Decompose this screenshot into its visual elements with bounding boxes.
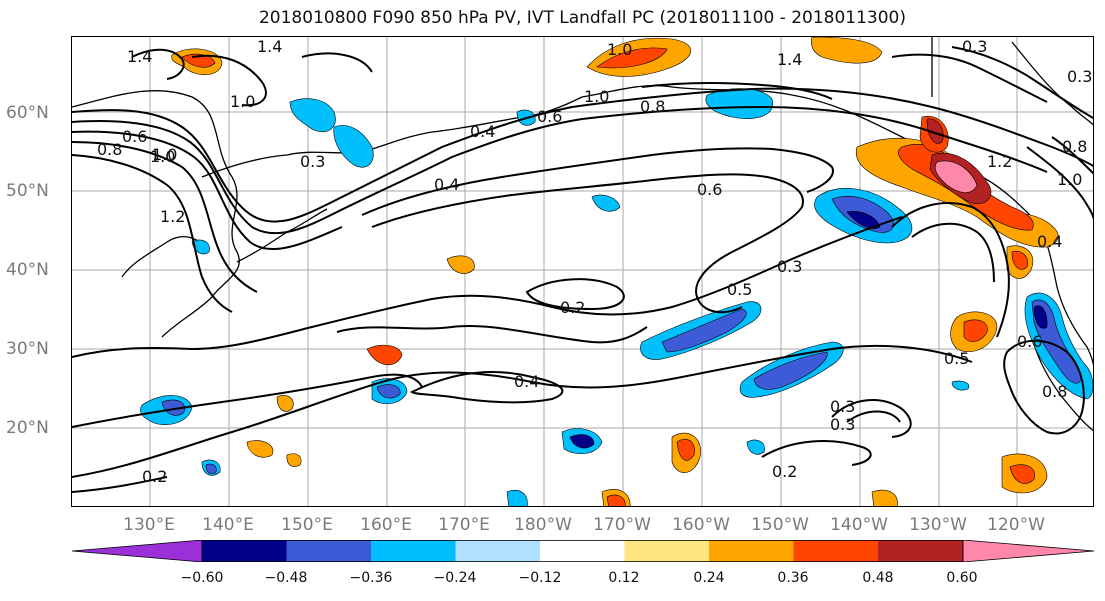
contour-label: 0.2 — [560, 298, 585, 317]
contour-label: 1.4 — [257, 37, 282, 56]
contour-label: 0.3 — [830, 397, 855, 416]
contour-label: 0.8 — [1062, 137, 1087, 156]
contour-label: 0.2 — [142, 467, 167, 486]
contour-label: 1.0 — [607, 40, 632, 59]
colorbar-cell — [624, 540, 709, 562]
contour-label: 0.8 — [640, 97, 665, 116]
colorbar-cell — [962, 540, 1094, 562]
colorbar — [72, 540, 1094, 562]
colorbar-tick: −0.24 — [433, 570, 477, 586]
contour-label: 1.2 — [987, 152, 1012, 171]
contour-label: 0.4 — [514, 372, 539, 391]
lat-label-20n: 20°N — [6, 418, 49, 438]
map-canvas: 1.4 1.4 1.0 1.0 1.0 1.4 0.3 1.0 0.6 0.8 … — [72, 37, 1093, 506]
colorbar-tick: 0.36 — [777, 570, 809, 586]
lon-label-140w: 140°W — [830, 515, 888, 535]
contour-labels: 1.4 1.4 1.0 1.0 1.0 1.4 0.3 1.0 0.6 0.8 … — [97, 37, 1092, 486]
colorbar-tick: −0.60 — [180, 570, 224, 586]
contour-label: 1.0 — [150, 147, 175, 166]
colorbar-frame — [201, 540, 964, 562]
map-panel: 1.4 1.4 1.0 1.0 1.0 1.4 0.3 1.0 0.6 0.8 … — [71, 36, 1094, 507]
colorbar-cell — [540, 540, 625, 562]
contour-label: 0.6 — [697, 180, 722, 199]
lon-label-160w: 160°W — [672, 515, 730, 535]
colorbar-tick: −0.48 — [264, 570, 308, 586]
lon-label-180w: 180°W — [514, 515, 572, 535]
contour-label: 0.3 — [777, 257, 802, 276]
contour-label: 1.0 — [584, 87, 609, 106]
lon-label-130w: 130°W — [909, 515, 967, 535]
contour-label: 0.8 — [1042, 382, 1067, 401]
coastlines — [72, 37, 1093, 432]
colorbar-tick: 0.24 — [693, 570, 725, 586]
contour-label: 1.2 — [160, 207, 185, 226]
colorbar-cell — [202, 540, 287, 562]
contour-label: 0.6 — [537, 107, 562, 126]
contour-label: 0.3 — [830, 415, 855, 434]
lat-label-60n: 60°N — [6, 103, 49, 123]
colorbar-tick: −0.12 — [518, 570, 562, 586]
contour-label: 0.6 — [1017, 332, 1042, 351]
shading-positive — [171, 37, 1059, 506]
lon-label-150e: 150°E — [281, 515, 333, 535]
contour-label: 0.4 — [434, 175, 459, 194]
lon-label-160e: 160°E — [360, 515, 412, 535]
contour-label: 1.4 — [127, 47, 152, 66]
lon-label-130e: 130°E — [123, 515, 175, 535]
colorbar-cell — [455, 540, 540, 562]
lat-label-50n: 50°N — [6, 181, 49, 201]
colorbar-cell — [793, 540, 878, 562]
contour-label: 1.4 — [777, 50, 802, 69]
shading-negative — [140, 88, 1093, 506]
lon-label-120w: 120°W — [987, 515, 1045, 535]
contour-label: 0.6 — [122, 127, 147, 146]
colorbar-tick: 0.12 — [608, 570, 640, 586]
contour-label: 0.3 — [962, 37, 987, 56]
contour-label: 0.8 — [97, 140, 122, 159]
lon-label-170w: 170°W — [593, 515, 651, 535]
colorbar-cell — [72, 540, 203, 562]
contour-label: 0.5 — [727, 280, 752, 299]
contour-label: 0.3 — [300, 152, 325, 171]
colorbar-tick: 0.60 — [946, 570, 978, 586]
contour-label: 1.0 — [152, 145, 177, 164]
lat-label-40n: 40°N — [6, 260, 49, 280]
contour-label: 0.2 — [772, 462, 797, 481]
lon-label-150w: 150°W — [751, 515, 809, 535]
colorbar-cell — [371, 540, 456, 562]
contour-label: 0.5 — [944, 349, 969, 368]
colorbar-cell — [709, 540, 794, 562]
contour-label: 0.3 — [1067, 67, 1092, 86]
colorbar-tick: −0.36 — [349, 570, 393, 586]
pv-contours — [72, 46, 1093, 493]
colorbar-cell — [286, 540, 371, 562]
chart-title: 2018010800 F090 850 hPa PV, IVT Landfall… — [258, 8, 906, 28]
lon-label-140e: 140°E — [202, 515, 254, 535]
contour-label: 1.0 — [230, 92, 255, 111]
lon-label-170e: 170°E — [438, 515, 490, 535]
contour-label: 0.4 — [1037, 232, 1062, 251]
contour-label: 1.0 — [1057, 170, 1082, 189]
colorbar-tick: 0.48 — [862, 570, 894, 586]
lat-label-30n: 30°N — [6, 339, 49, 359]
contour-label: 0.4 — [470, 122, 495, 141]
colorbar-cell — [878, 540, 963, 562]
